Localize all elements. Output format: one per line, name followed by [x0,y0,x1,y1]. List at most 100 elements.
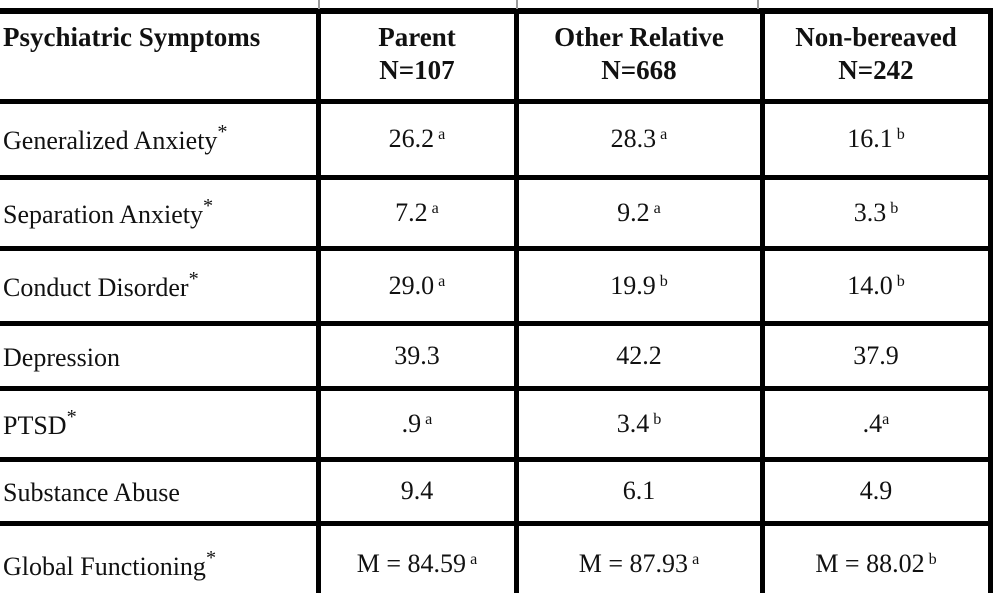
group-name: Parent [378,22,456,52]
value-text: 16.1 [847,124,893,153]
value-text: 9.2 [617,197,650,227]
header-cell-psychiatric-symptoms: Psychiatric Symptoms [0,8,321,104]
crop-artifact-tick [516,0,518,9]
subscript-group-marker: b [649,410,662,428]
subscript-group-marker: a [421,410,433,428]
subscript-group-marker: b [655,272,668,290]
row-label-text: Global Functioning [3,551,206,581]
subscript-group-marker: b [892,125,905,143]
row-label: Depression [0,320,321,391]
row-label: Global Functioning* [0,520,321,593]
value-text: 9.4 [400,476,434,505]
value-text: 14.0 [847,270,893,300]
table-row-global-functioning: Global Functioning* M = 84.59 a M = 87.9… [0,520,993,593]
header-cell-non-bereaved: Non-bereaved N=242 [759,8,993,104]
value-text: 6.1 [622,476,656,505]
significance-asterisk: * [66,405,77,428]
cell-value: 14.0 b [759,245,993,326]
row-label: Conduct Disorder* [0,245,321,326]
value-text: 19.9 [610,270,656,300]
group-n: N=668 [601,54,677,85]
row-label-text: PTSD [3,411,67,441]
row-label-text: Depression [3,343,120,373]
significance-asterisk: * [217,121,228,144]
cell-value: 29.0 a [315,245,519,326]
row-label: Separation Anxiety* [0,174,321,251]
cell-value: 16.1 b [759,98,993,180]
row-label: Substance Abuse [0,456,321,526]
value-text: 37.9 [853,340,899,370]
value-text: 39.3 [394,340,440,370]
cell-value: 9.4 [315,456,519,526]
cell-value: 39.3 [315,320,519,391]
group-name: Other Relative [554,22,724,52]
row-label-text: Separation Anxiety [3,200,204,230]
value-text: 42.2 [616,340,662,370]
value-text: M = 88.02 [815,549,925,579]
header-label: Psychiatric Symptoms [3,22,261,52]
crop-artifact-tick [757,0,759,9]
value-text: M = 84.59 [356,549,467,579]
cell-value: 42.2 [513,320,765,391]
cell-value: 3.4 b [513,385,765,462]
cell-value: 37.9 [759,320,993,391]
cell-value: 19.9 b [513,245,765,326]
value-text: 4.9 [859,476,893,505]
subscript-group-marker: a [688,551,700,569]
row-label-text: Substance Abuse [3,478,180,508]
subscript-group-marker: a [434,272,446,290]
significance-asterisk: * [205,546,217,569]
group-name: Non-bereaved [795,22,957,52]
subscript-group-marker: a [427,199,439,217]
subscript-group-marker: a [656,125,668,143]
cell-value: M = 87.93 a [513,520,765,593]
subscript-group-marker: a [434,125,446,143]
group-n: N=107 [379,54,455,85]
table-row-ptsd: PTSD* .9 a 3.4 b .4a [0,385,993,462]
cell-value: 4.9 [759,456,993,526]
header-row: Psychiatric Symptoms Parent N=107 Other … [0,8,993,104]
row-label: PTSD* [0,385,321,462]
value-text: 3.4 [616,408,650,438]
table-row-generalized-anxiety: Generalized Anxiety* 26.2 a 28.3 a 16.1 … [0,98,993,180]
cell-value: 26.2 a [315,98,519,180]
subscript-group-marker: a [466,551,478,569]
value-text: 3.3 [853,197,887,227]
table-row-separation-anxiety: Separation Anxiety* 7.2 a 9.2 a 3.3 b [0,174,993,251]
subscript-group-marker: b [892,272,905,290]
cell-value: M = 88.02 b [759,520,993,593]
significance-asterisk: * [203,194,214,217]
table-row-conduct-disorder: Conduct Disorder* 29.0 a 19.9 b 14.0 b [0,245,993,326]
subscript-group-marker: a [882,410,890,428]
subscript-group-marker: a [649,199,661,217]
value-text: 7.2 [395,197,428,227]
table-row-substance-abuse: Substance Abuse 9.4 6.1 4.9 [0,456,993,526]
row-label-text: Conduct Disorder [3,273,189,303]
value-text: M = 87.93 [578,549,689,579]
subscript-group-marker: b [886,199,899,217]
cell-value: 9.2 a [513,174,765,251]
psychiatric-symptoms-table: Psychiatric Symptoms Parent N=107 Other … [0,8,993,593]
cell-value: 6.1 [513,456,765,526]
header-cell-other-relative: Other Relative N=668 [513,8,765,104]
value-text: 28.3 [610,124,657,153]
significance-asterisk: * [188,267,199,290]
group-n: N=242 [838,54,914,85]
value-text: 29.0 [388,270,435,300]
table-row-depression: Depression 39.3 42.2 37.9 [0,320,993,391]
row-label: Generalized Anxiety* [0,98,321,180]
value-text: .9 [401,408,422,438]
cell-value: 3.3 b [759,174,993,251]
cell-value: M = 84.59 a [315,520,519,593]
cell-value: 28.3 a [513,98,765,180]
value-text: 26.2 [388,124,435,153]
subscript-group-marker: b [924,551,937,569]
cell-value: .4a [759,385,993,462]
row-label-text: Generalized Anxiety [3,126,218,156]
value-text: .4 [862,408,883,438]
cell-value: 7.2 a [315,174,519,251]
crop-artifact-tick [318,0,320,9]
header-cell-parent: Parent N=107 [315,8,519,104]
cell-value: .9 a [315,385,519,462]
